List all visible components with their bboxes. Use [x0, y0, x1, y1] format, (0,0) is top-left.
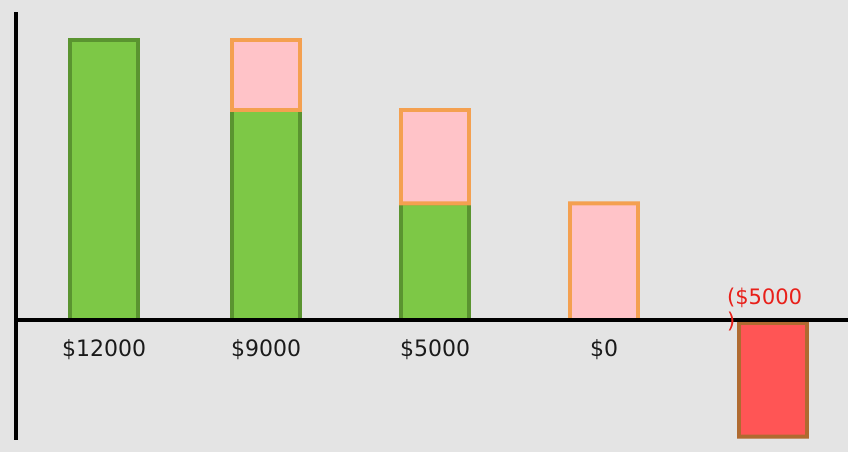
bar-decrement-1 — [230, 38, 302, 112]
bars-layer — [68, 38, 809, 439]
tick-label-2: $5000 — [400, 337, 470, 362]
labels-layer: $12000 $9000 $5000 $0 ($5000) — [62, 285, 802, 362]
tick-label-0: $12000 — [62, 337, 146, 362]
tick-label-3: $0 — [590, 337, 618, 362]
bar-remaining-1 — [230, 108, 302, 322]
tick-label-1: $9000 — [231, 337, 301, 362]
bar-remaining-2 — [399, 201, 471, 322]
bar-decrement-2 — [399, 108, 471, 206]
bar-remaining-0 — [68, 38, 140, 322]
bar-negative-4 — [737, 321, 809, 439]
bar-decrement-3 — [568, 201, 640, 322]
tick-label-4: ($5000) — [727, 285, 802, 333]
